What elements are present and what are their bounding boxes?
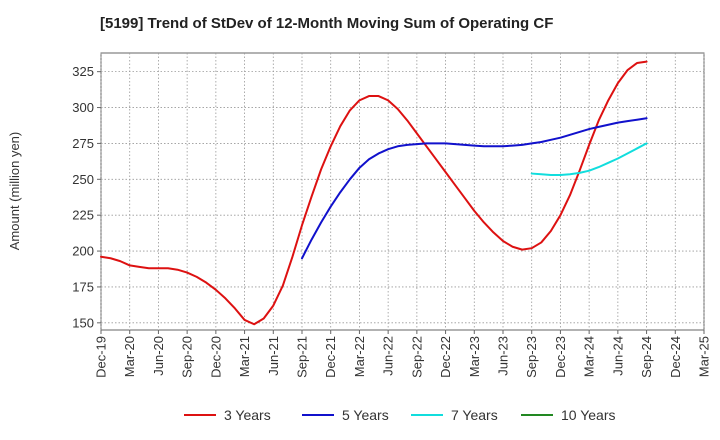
x-tick-label: Dec-22 [438,336,453,378]
y-tick-label: 225 [72,208,94,223]
x-tick-label: Mar-21 [237,336,252,377]
y-tick-label: 275 [72,136,94,151]
x-tick-label: Dec-21 [323,336,338,378]
x-tick-label: Jun-24 [610,336,625,376]
legend-label-5-years: 5 Years [342,407,389,423]
y-tick-label: 200 [72,244,94,259]
x-tick-label: Jun-22 [381,336,396,376]
grid [100,53,705,330]
x-tick-label: Sep-23 [524,336,539,378]
y-tick-label: 300 [72,100,94,115]
x-tick-label: Mar-22 [352,336,367,377]
x-tick-label: Jun-21 [266,336,281,376]
x-tick-label: Mar-23 [467,336,482,377]
series-line-5-years [301,117,648,260]
y-tick-label: 150 [72,315,94,330]
x-tick-label: Mar-20 [122,336,137,377]
x-tick-label: Mar-25 [697,336,712,377]
x-tick-label: Dec-20 [208,336,223,378]
chart-title: [5199] Trend of StDev of 12-Month Moving… [100,15,553,32]
y-tick-label: 250 [72,172,94,187]
legend-label-7-years: 7 Years [451,407,498,423]
x-tick-label: Jun-20 [151,336,166,376]
x-tick-label: Sep-20 [180,336,195,378]
plot-area [100,52,705,331]
legend-label-10-years: 10 Years [561,407,616,423]
series-line-7-years [530,142,648,176]
x-tick-label: Dec-19 [94,336,109,378]
x-tick-label: Dec-23 [553,336,568,378]
x-tick-label: Jun-23 [496,336,511,376]
series-line-3-years [100,60,648,326]
y-axis-label: Amount (million yen) [7,132,22,251]
legend: 3 Years 5 Years 7 Years 10 Years [184,407,616,423]
x-tick-label: Sep-24 [639,336,654,378]
x-tick-label: Sep-22 [409,336,424,378]
series-lines [100,60,648,326]
x-axis-ticks: Dec-19 Mar-20 Jun-20 Sep-20 Dec-20 Mar-21 Jun-… [94,330,712,378]
y-tick-label: 325 [72,64,94,79]
x-tick-label: Mar-24 [582,336,597,377]
x-tick-label: Sep-21 [295,336,310,378]
y-tick-label: 175 [72,279,94,294]
x-tick-label: Dec-24 [668,336,683,378]
legend-label-3-years: 3 Years [224,407,271,423]
y-axis-ticks: 150 175 200 225 250 275 300 325 [72,64,101,330]
